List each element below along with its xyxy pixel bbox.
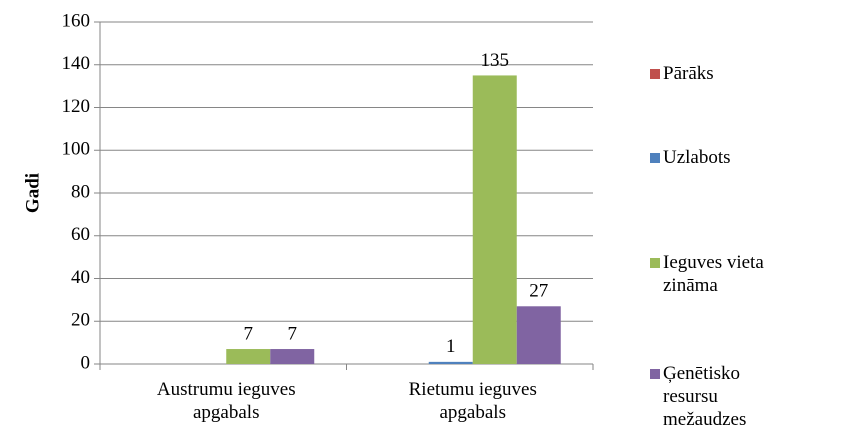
bar	[226, 349, 271, 364]
data-label: 1	[446, 336, 456, 357]
legend-label: Ieguves vieta zināma	[663, 252, 764, 296]
bar	[516, 306, 561, 364]
y-tick-label: 20	[71, 310, 90, 331]
y-tick-label: 0	[81, 352, 91, 373]
y-tick-label: 160	[62, 10, 91, 31]
data-label: 7	[288, 323, 298, 344]
data-label: 27	[529, 281, 548, 302]
bar	[472, 75, 517, 364]
legend-swatch	[650, 69, 660, 79]
legend-label: Ģenētisko resursu mežaudzes	[663, 363, 747, 430]
y-tick-label: 40	[71, 267, 90, 288]
legend-swatch	[650, 369, 660, 379]
data-label: 135	[481, 50, 510, 71]
bar	[428, 361, 473, 364]
bar	[270, 349, 315, 364]
legend-swatch	[650, 258, 660, 268]
y-tick-label: 80	[71, 181, 90, 202]
y-tick-label: 60	[71, 224, 90, 245]
data-label: 7	[244, 323, 254, 344]
legend-label: Uzlabots	[663, 147, 731, 168]
legend-label: Pārāks	[663, 63, 714, 84]
y-tick-label: 120	[62, 96, 91, 117]
y-tick-label: 100	[62, 139, 91, 160]
x-tick-label: Rietumu ieguves apgabals	[408, 379, 537, 423]
y-axis-label: Gadi	[22, 173, 43, 213]
y-tick-label: 140	[62, 53, 91, 74]
x-tick-label: Austrumu ieguves apgabals	[156, 379, 296, 423]
legend-swatch	[650, 153, 660, 163]
